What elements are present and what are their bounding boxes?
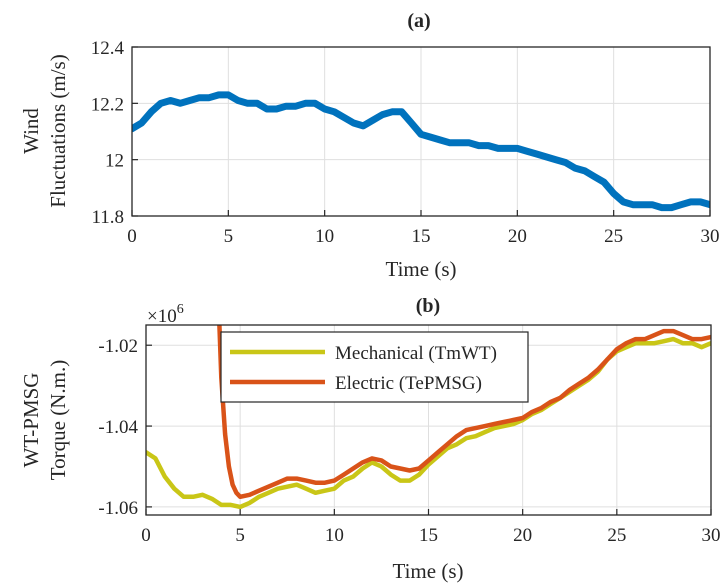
x-tick-label: 15 bbox=[412, 226, 431, 247]
chart-b-series bbox=[146, 325, 711, 510]
legend-mechanical-label: Mechanical (TmWT) bbox=[335, 343, 497, 364]
y-tick-label: -1.02 bbox=[98, 336, 138, 357]
x-tick-label: 5 bbox=[224, 226, 234, 247]
x-tick-label: 10 bbox=[325, 525, 344, 546]
chart-a-series bbox=[132, 91, 710, 212]
chart-b-y-exponent: ×106 bbox=[147, 302, 184, 327]
chart-a-y-label-line1: Wind bbox=[19, 108, 43, 154]
y-tick-label: -1.06 bbox=[98, 498, 138, 519]
x-tick-label: 20 bbox=[513, 525, 532, 546]
x-tick-label: 30 bbox=[702, 525, 721, 546]
y-tick-label: 12.2 bbox=[91, 94, 124, 115]
x-tick-label: 30 bbox=[701, 226, 720, 247]
x-tick-label: 25 bbox=[607, 525, 626, 546]
chart-b-y-label-line2: Torque (N.m.) bbox=[46, 360, 70, 480]
torque-chart: (b) ×106 0 5 10 15 20 25 30 -1.02 -1.04 -1.06 Me… bbox=[19, 295, 721, 583]
y-tick-label: 12 bbox=[105, 151, 124, 172]
x-tick-label: 5 bbox=[235, 525, 245, 546]
chart-b-exponent-base: ×10 bbox=[147, 306, 177, 327]
chart-a-y-label-line2: Fluctuations (m/s) bbox=[46, 54, 70, 207]
chart-a-x-ticks: 0 5 10 15 20 25 30 bbox=[127, 210, 720, 247]
y-tick-label: 11.8 bbox=[91, 207, 124, 228]
chart-b-y-label-line1: WT-PMSG bbox=[19, 373, 43, 468]
chart-b-title: (b) bbox=[416, 295, 440, 317]
chart-b-exponent-power: 6 bbox=[177, 302, 184, 317]
legend-box bbox=[220, 331, 529, 403]
legend-electric-label: Electric (TePMSG) bbox=[335, 373, 482, 394]
x-tick-label: 0 bbox=[141, 525, 151, 546]
wind-fluctuations-chart: (a) 0 5 10 15 20 25 30 11.8 12 12.2 12.4 Time (s)… bbox=[19, 10, 720, 281]
chart-a-x-label: Time (s) bbox=[386, 257, 457, 281]
electric-series-line bbox=[217, 325, 711, 500]
chart-b-frame bbox=[145, 324, 712, 516]
chart-b-y-ticks: -1.02 -1.04 -1.06 bbox=[98, 336, 152, 519]
chart-b-x-label: Time (s) bbox=[393, 559, 464, 583]
x-tick-label: 10 bbox=[315, 226, 334, 247]
x-tick-label: 0 bbox=[127, 226, 137, 247]
y-tick-label: -1.04 bbox=[98, 417, 138, 438]
y-tick-label: 12.4 bbox=[91, 38, 125, 59]
chart-a-title: (a) bbox=[407, 10, 430, 32]
chart-b-legend: Mechanical (TmWT) Electric (TePMSG) bbox=[220, 331, 529, 403]
chart-a-frame bbox=[131, 46, 711, 217]
x-tick-label: 20 bbox=[508, 226, 527, 247]
chart-b-x-ticks: 0 5 10 15 20 25 30 bbox=[141, 509, 721, 546]
x-tick-label: 25 bbox=[604, 226, 623, 247]
wind-series-line bbox=[132, 91, 710, 212]
chart-a-y-ticks: 11.8 12 12.2 12.4 bbox=[91, 38, 138, 228]
x-tick-label: 15 bbox=[419, 525, 438, 546]
